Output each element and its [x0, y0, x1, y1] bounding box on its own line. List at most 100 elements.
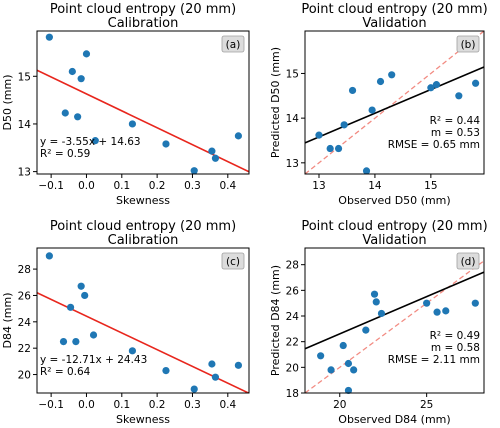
x-tick-label: 20 — [333, 399, 346, 411]
axes-frame — [304, 30, 485, 175]
data-point — [45, 33, 53, 41]
chart-panel-c: −0.1 0.0 0.1 0.2 0.3 0.4 20 22 24 26 28 Point cloud… — [1, 219, 250, 426]
x-tick-label: 0.1 — [113, 180, 130, 192]
x-tick-label: 14 — [368, 180, 382, 192]
identity-line — [305, 260, 484, 393]
annotation-text: R² = 0.49 — [430, 330, 480, 342]
chart-panel-a: −0.1 0.0 0.1 0.2 0.3 0.4 13 14 15 Point cloud ent… — [1, 2, 250, 207]
data-point — [234, 132, 242, 140]
data-point — [376, 77, 385, 86]
annotation-text: RMSE = 2.11 mm — [388, 354, 480, 366]
x-axis-label: Observed D50 (mm) — [338, 194, 450, 207]
data-point — [77, 282, 85, 290]
data-point — [208, 360, 216, 368]
data-point — [377, 309, 386, 318]
y-tick-label: 24 — [286, 311, 300, 323]
y-tick-label: 20 — [286, 362, 299, 374]
data-point — [190, 385, 198, 393]
annotation-text: y = -12.71x + 24.43 — [40, 354, 147, 366]
data-point — [327, 366, 335, 374]
chart-panel-b: 13 14 15 13 14 15 Point cloud entropy (20 mm)V… — [269, 2, 488, 207]
data-point — [190, 167, 198, 175]
chart-title: Point cloud entropy (20 mm) — [301, 219, 487, 234]
data-point — [234, 361, 242, 369]
data-point — [61, 109, 69, 117]
x-tick-label: 13 — [312, 180, 325, 192]
chart-title: Point cloud entropy (20 mm) — [50, 219, 236, 234]
y-tick-label: 13 — [286, 158, 299, 170]
data-point — [370, 290, 379, 298]
data-point — [368, 106, 376, 114]
x-tick-label: 0.2 — [149, 180, 166, 192]
panel-label-box — [221, 35, 245, 53]
panel-label: (c) — [226, 256, 240, 268]
panel-label-box — [456, 252, 480, 270]
y-tick-label: 26 — [286, 285, 300, 297]
y-tick-label: 14 — [286, 113, 300, 125]
x-axis-label: Skewness — [116, 194, 170, 207]
chart-subtitle: Calibration — [108, 16, 179, 31]
data-point — [162, 140, 170, 148]
data-point — [442, 307, 450, 315]
chart-subtitle: Calibration — [108, 233, 179, 248]
data-point — [208, 147, 216, 155]
y-axis-label: Predicted D84 (mm) — [269, 265, 282, 376]
data-point — [339, 341, 347, 350]
x-tick-label: 15 — [424, 180, 437, 192]
data-point — [362, 326, 370, 334]
data-point — [372, 298, 380, 306]
data-point — [471, 299, 479, 307]
panel-label-box — [221, 252, 245, 270]
y-tick-label: 28 — [18, 264, 31, 276]
data-point — [362, 167, 371, 175]
annotation-text: m = 0.58 — [431, 342, 480, 354]
fit-line — [305, 271, 484, 350]
chart-subtitle: Validation — [362, 16, 426, 31]
x-tick-label: 0.3 — [184, 399, 201, 411]
panel-label: (d) — [461, 256, 476, 268]
data-point — [81, 291, 89, 300]
x-tick-label: 0.0 — [78, 180, 95, 192]
data-point — [77, 75, 85, 83]
chart-subtitle: Validation — [362, 233, 426, 248]
x-axis-label: Observed D84 (mm) — [338, 413, 450, 426]
identity-line — [305, 31, 484, 174]
x-tick-label: −0.1 — [38, 180, 64, 192]
x-tick-label: 0.4 — [219, 180, 236, 192]
data-point — [350, 366, 358, 374]
x-tick-label: 0.0 — [78, 399, 95, 411]
annotation-text: y = -3.55x + 14.63 — [40, 136, 141, 148]
data-point — [211, 154, 220, 162]
y-tick-label: 13 — [18, 167, 31, 179]
data-point — [128, 347, 136, 355]
axes-frame — [36, 247, 250, 394]
data-point — [45, 252, 53, 260]
y-axis-label: Predicted D50 (mm) — [269, 47, 282, 158]
y-tick-label: 22 — [18, 343, 31, 355]
fit-line — [305, 66, 484, 144]
annotation-text: m = 0.53 — [431, 127, 480, 139]
data-point — [162, 366, 170, 375]
data-point — [344, 359, 353, 368]
x-tick-label: 0.4 — [219, 399, 236, 411]
panel-label: (a) — [226, 39, 241, 51]
x-axis-label: Skewness — [116, 413, 170, 426]
x-tick-label: 0.3 — [184, 180, 201, 192]
data-point — [128, 120, 136, 128]
data-point — [334, 144, 343, 153]
chart-title: Point cloud entropy (20 mm) — [301, 2, 487, 17]
y-tick-label: 14 — [18, 119, 32, 131]
data-point — [427, 84, 435, 92]
y-tick-label: 20 — [18, 370, 31, 382]
data-point — [59, 337, 68, 346]
data-point — [433, 308, 441, 316]
data-point — [68, 67, 76, 76]
chart-panel-d: 20 25 18 20 22 24 26 28 Point cloud entropy (20 … — [269, 219, 488, 426]
y-tick-label: 18 — [286, 388, 299, 400]
panel-label: (b) — [461, 39, 476, 51]
data-point — [315, 131, 323, 139]
data-point — [91, 137, 99, 145]
data-point — [82, 50, 91, 58]
data-point — [423, 299, 431, 307]
